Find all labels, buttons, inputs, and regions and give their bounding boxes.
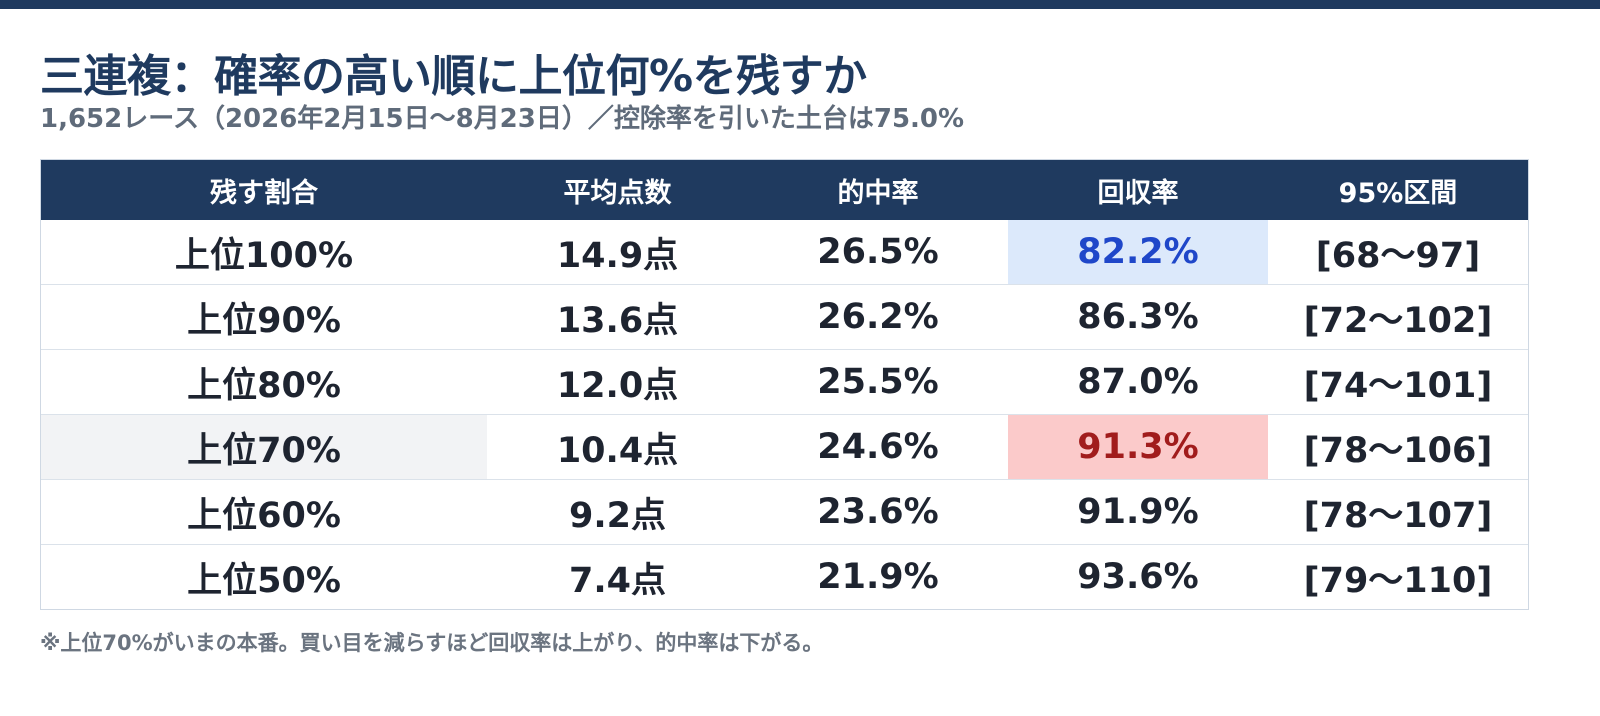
- cell-retain-ratio: 上位90%: [41, 284, 487, 350]
- results-table: 残す割合 平均点数 的中率 回収率 95%区間 上位100% 14.9点 26.…: [41, 160, 1528, 609]
- cell-return-rate: 93.6%: [1008, 544, 1268, 609]
- header-hit-rate: 的中率: [748, 160, 1008, 220]
- cell-confidence-interval: [78〜106]: [1268, 414, 1528, 480]
- cell-avg-points: 13.6点: [487, 284, 748, 350]
- table-row: 上位80% 12.0点 25.5% 87.0% [74〜101]: [41, 349, 1528, 415]
- cell-return-rate: 87.0%: [1008, 349, 1268, 415]
- cell-retain-ratio: 上位60%: [41, 479, 487, 545]
- cell-confidence-interval: [79〜110]: [1268, 544, 1528, 609]
- cell-confidence-interval: [78〜107]: [1268, 479, 1528, 545]
- page-title: 三連複：確率の高い順に上位何%を残すか: [40, 51, 867, 102]
- page-subtitle: 1,652レース（2026年2月15日〜8月23日）／控除率を引いた土台は75.…: [40, 104, 965, 134]
- cell-return-rate-highlight-blue: 82.2%: [1008, 220, 1268, 285]
- table-row-current: 上位70% 10.4点 24.6% 91.3% [78〜106]: [41, 414, 1528, 480]
- header-confidence-interval: 95%区間: [1268, 160, 1528, 220]
- header-retain-ratio: 残す割合: [41, 160, 487, 220]
- header-return-rate: 回収率: [1008, 160, 1268, 220]
- cell-hit-rate: 24.6%: [748, 414, 1008, 480]
- cell-retain-ratio: 上位100%: [174, 235, 354, 276]
- table-header-row: 残す割合 平均点数 的中率 回収率 95%区間: [41, 160, 1528, 220]
- cell-retain-ratio: 上位70%: [41, 414, 487, 480]
- cell-hit-rate: 26.5%: [817, 232, 939, 272]
- header-avg-points: 平均点数: [487, 160, 748, 220]
- cell-return-rate: 86.3%: [1008, 284, 1268, 350]
- footnote: ※上位70%がいまの本番。買い目を減らすほど回収率は上がり、的中率は下がる。: [40, 631, 824, 655]
- cell-confidence-interval: [68〜97]: [1315, 235, 1481, 276]
- cell-retain-ratio: 上位80%: [41, 349, 487, 415]
- cell-avg-points: 9.2点: [487, 479, 748, 545]
- cell-avg-points: 7.4点: [487, 544, 748, 609]
- table-row: 上位100% 14.9点 26.5% 82.2% [68〜97]: [41, 220, 1528, 285]
- cell-return-rate-highlight-red: 91.3%: [1008, 414, 1268, 480]
- top-accent-bar: [0, 0, 1600, 9]
- cell-hit-rate: 25.5%: [748, 349, 1008, 415]
- cell-return-rate: 91.9%: [1008, 479, 1268, 545]
- results-table-container: 残す割合 平均点数 的中率 回収率 95%区間 上位100% 14.9点 26.…: [40, 159, 1529, 610]
- cell-confidence-interval: [74〜101]: [1268, 349, 1528, 415]
- cell-avg-points: 12.0点: [487, 349, 748, 415]
- table-row: 上位90% 13.6点 26.2% 86.3% [72〜102]: [41, 284, 1528, 350]
- cell-retain-ratio: 上位50%: [41, 544, 487, 609]
- cell-hit-rate: 26.2%: [748, 284, 1008, 350]
- table-row: 上位50% 7.4点 21.9% 93.6% [79〜110]: [41, 544, 1528, 609]
- cell-avg-points: 14.9点: [556, 235, 679, 276]
- table-row: 上位60% 9.2点 23.6% 91.9% [78〜107]: [41, 479, 1528, 545]
- cell-avg-points: 10.4点: [487, 414, 748, 480]
- cell-confidence-interval: [72〜102]: [1268, 284, 1528, 350]
- cell-hit-rate: 21.9%: [748, 544, 1008, 609]
- cell-hit-rate: 23.6%: [748, 479, 1008, 545]
